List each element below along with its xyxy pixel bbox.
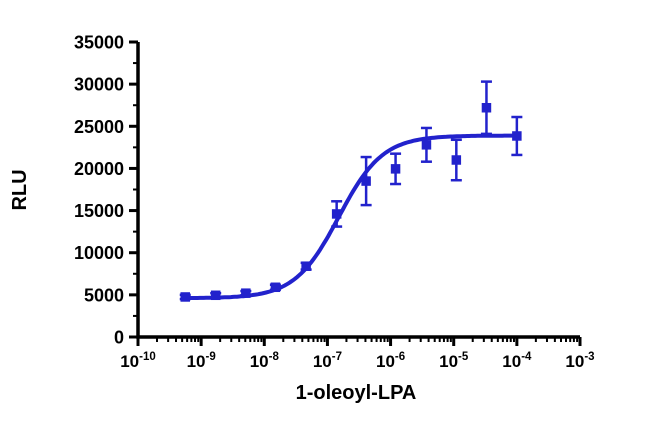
y-axis-title: RLU <box>9 169 31 210</box>
y-tick-label: 0 <box>114 328 124 348</box>
x-tick-label: 10-5 <box>439 351 469 371</box>
data-point-marker <box>481 102 492 113</box>
x-tick-label: 10-8 <box>250 351 280 371</box>
data-point-marker <box>451 155 462 165</box>
axis-lines <box>136 42 580 339</box>
data-point-marker <box>270 282 281 293</box>
data-point-marker <box>512 131 522 141</box>
data-point-marker <box>390 164 401 174</box>
data-point-marker <box>180 292 190 302</box>
y-tick-label: 30000 <box>74 75 124 95</box>
y-tick-label: 35000 <box>74 33 124 53</box>
data-point-marker <box>210 290 221 301</box>
data-point-marker <box>331 209 342 219</box>
x-tick-label: 10-7 <box>313 351 342 371</box>
x-tick-label: 10-10 <box>120 351 156 371</box>
y-tick-label: 10000 <box>74 243 124 263</box>
y-tick-label: 20000 <box>74 159 124 179</box>
data-point-marker <box>361 176 371 186</box>
x-tick-label: 10-3 <box>565 351 594 371</box>
x-tick-label: 10-4 <box>502 351 532 371</box>
x-tick-label: 10-9 <box>187 351 216 371</box>
y-tick-label: 5000 <box>84 285 124 305</box>
x-tick-label: 10-6 <box>376 351 405 371</box>
data-point-marker <box>301 261 311 271</box>
data-point-marker <box>241 288 251 298</box>
x-axis-title: 1-oleoyl-LPA <box>296 382 417 404</box>
y-tick-label: 25000 <box>74 117 124 137</box>
fit-curve <box>183 133 519 301</box>
plot-generated-layer: 0 5000 10000 15000 20000 25000 30000 35000 10-10… <box>74 33 595 372</box>
y-tick-label: 15000 <box>74 201 124 221</box>
data-point-marker <box>421 140 432 150</box>
